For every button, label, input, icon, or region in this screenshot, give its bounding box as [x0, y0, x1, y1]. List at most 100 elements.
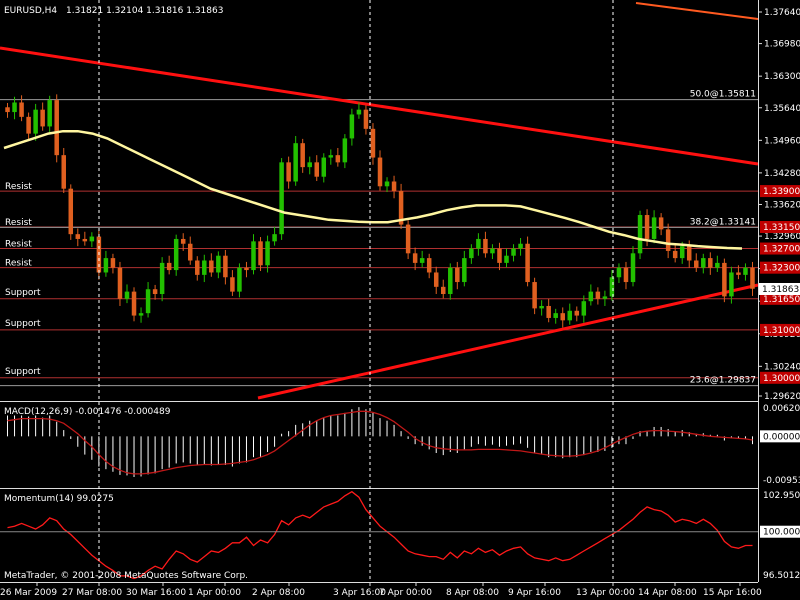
time-axis: 26 Mar 2009 27 Mar 08:00 30 Mar 16:00 1 Apr… [0, 582, 762, 598]
candle-body [209, 260, 214, 273]
macd-zero-label: 0.000000 [763, 432, 800, 442]
candle-body [609, 277, 615, 297]
candle-body [173, 238, 179, 271]
candle-body [300, 143, 305, 168]
candle-body [574, 310, 580, 316]
candle-body [448, 267, 453, 295]
momentum-panel: Momentum(14) 99.0275 102.9505 100.0000 96.… [0, 488, 800, 581]
candle-body [103, 258, 109, 273]
candle-body [117, 267, 123, 299]
current-price: 1.31863 [762, 285, 799, 295]
price-tick-label: 1.33620 [764, 200, 800, 210]
candle-body [202, 260, 207, 275]
candle-body [384, 181, 390, 187]
price-tick-label: 1.29620 [764, 392, 800, 402]
candle-body [433, 272, 439, 287]
candle-body [159, 262, 165, 295]
time-tick-label: 13 Apr 00:00 [576, 588, 635, 598]
candle-body [377, 157, 383, 187]
level-tag-box [760, 220, 800, 233]
level-tag-box [760, 323, 800, 336]
candle-body [511, 248, 516, 256]
candle-body [26, 116, 31, 134]
candle-body [356, 109, 362, 115]
candle-body [342, 138, 348, 163]
candle-body [180, 238, 186, 244]
level-tag-label: 1.31650 [763, 295, 800, 305]
time-tick-label: 27 Mar 08:00 [62, 588, 122, 598]
candle-body [630, 253, 636, 283]
level-tag-box [760, 371, 800, 384]
candle-body [5, 107, 10, 113]
candle-body [293, 143, 298, 182]
candle-body [258, 241, 263, 266]
candle-body [750, 267, 755, 289]
candle-body [441, 286, 446, 295]
candle-body [560, 313, 565, 321]
candle-body [419, 258, 425, 263]
candle-body [19, 102, 24, 117]
candle-body [694, 260, 699, 268]
price-panel: EURUSD,H4 1.31821 1.32104 1.31816 1.3186… [0, 2, 800, 402]
candle-body [623, 267, 629, 283]
price-tick-label: 1.34280 [764, 169, 800, 179]
candle-body [75, 234, 81, 239]
candle-body [665, 229, 671, 251]
candle-body [525, 243, 530, 283]
level-tag-label: 1.31000 [763, 326, 800, 336]
candle-body [47, 100, 52, 127]
trendlines [0, 2, 759, 400]
level-tag-label: 1.32700 [763, 245, 800, 255]
candle-body [82, 238, 88, 242]
candle-body [286, 162, 291, 182]
candle-body [279, 162, 284, 235]
level-tags: 1.33900 1.33150 1.32700 1.32300 1.31650 1.310… [760, 185, 800, 384]
candle-body [708, 258, 713, 268]
price-tick-label: 1.30240 [764, 362, 800, 372]
time-tick-label: 26 Mar 2009 [0, 588, 57, 598]
candle-body [251, 241, 256, 271]
candle-body [195, 260, 200, 275]
level-tag-box [760, 185, 800, 198]
candle-body [644, 215, 650, 239]
candle-body [412, 253, 418, 263]
level-tag-label: 1.33900 [763, 187, 800, 197]
time-tick-label: 14 Apr 08:00 [638, 588, 697, 598]
candle-body [328, 155, 334, 158]
candle-body [602, 296, 608, 299]
candle-body [483, 238, 488, 254]
candle-body [349, 114, 355, 139]
candle-body [187, 243, 193, 261]
moving-average-line [3, 129, 743, 250]
candle-body [166, 262, 172, 271]
price-tick-label: 1.36300 [764, 72, 800, 82]
candle-body [61, 155, 66, 189]
candle-body [40, 109, 45, 127]
resist-label: Resist [5, 218, 32, 228]
macd-tick-label: 0.006206 [763, 404, 800, 414]
level-tag-box [760, 292, 800, 305]
candle-body [138, 313, 144, 316]
candle-body [363, 109, 369, 129]
candle-body [405, 224, 411, 254]
candle-body [314, 162, 319, 177]
top-trendline [635, 2, 759, 20]
candle-body [567, 310, 573, 321]
macd-histogram [7, 407, 753, 477]
candle-body [68, 188, 74, 235]
vertical-grid [98, 0, 614, 582]
candle-body [722, 262, 727, 297]
price-tick-label: 1.34960 [764, 136, 800, 146]
candle-body [595, 291, 601, 299]
candle-body [651, 217, 657, 239]
candle-body [679, 246, 685, 259]
candle-body [743, 267, 748, 275]
candle-body [462, 258, 467, 283]
candle-body [335, 155, 341, 163]
momentum-tick-label: 96.5012 [763, 571, 800, 581]
price-tick-label: 1.32960 [764, 232, 800, 242]
candle-body [497, 248, 502, 263]
candle-body [237, 267, 242, 292]
price-tick-label: 1.37640 [764, 8, 800, 18]
